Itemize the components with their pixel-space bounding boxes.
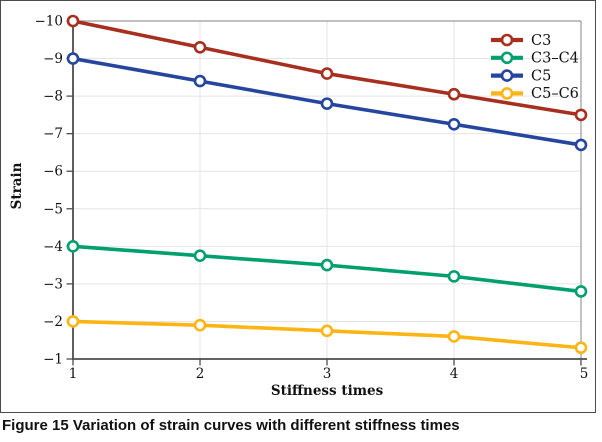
data-point-marker [447, 87, 461, 101]
y-tick-label: −2 [43, 314, 63, 330]
x-tick-label: 4 [450, 366, 459, 382]
y-tick-label: −4 [43, 239, 63, 255]
plot-border [73, 20, 582, 359]
data-point-marker [320, 67, 334, 80]
figure-caption: Figure 15 Variation of strain curves wit… [2, 417, 600, 434]
data-point-marker [320, 97, 334, 110]
y-tick-label: −7 [43, 126, 63, 142]
series-C5–C6 [66, 315, 588, 355]
y-tick-label: −9 [43, 51, 63, 67]
legend-marker-icon [500, 51, 514, 65]
y-tick-label: −5 [43, 201, 63, 217]
y-tick-label: −8 [43, 89, 63, 105]
data-point-marker [193, 249, 207, 263]
series-C5 [66, 52, 588, 152]
legend-item-C5: C5 [491, 68, 551, 84]
figure-caption-text: Variation of strain curves with differen… [72, 417, 460, 434]
tick-labels: −10 −9 −8 −7 −6 −5 −4 −3 −2 −1 1 2 3 4 5 [35, 14, 589, 383]
legend-label: C3 [531, 33, 551, 49]
strain-line-chart: −10 −9 −8 −7 −6 −5 −4 −3 −2 −1 1 2 3 4 5 Stiffness time… [9, 14, 589, 400]
x-tick-label: 2 [196, 366, 205, 382]
y-tick-label: −1 [43, 352, 63, 368]
x-tick-label: 1 [69, 366, 78, 382]
axes [72, 21, 587, 360]
legend-label: C5–C6 [531, 86, 579, 102]
data-point-marker [320, 324, 334, 338]
legend-item-C3–C4: C3–C4 [491, 51, 579, 67]
x-tick-label: 5 [580, 366, 589, 382]
data-point-marker [66, 315, 80, 328]
y-tick-label: −10 [35, 14, 64, 30]
data-point-marker [193, 40, 207, 54]
data-point-marker [66, 14, 80, 28]
data-point-marker [447, 270, 461, 283]
legend-item-C3: C3 [491, 33, 551, 49]
data-point-marker [193, 74, 207, 88]
legend-item-C5–C6: C5–C6 [491, 86, 579, 102]
legend-marker-icon [500, 33, 514, 47]
legend-label: C5 [531, 68, 551, 84]
data-point-marker [574, 341, 588, 355]
y-tick-label: −6 [43, 164, 63, 180]
data-point-marker [66, 52, 80, 65]
data-point-marker [447, 117, 461, 131]
figure-caption-label: Figure 15 [2, 417, 69, 434]
y-tick-label: −3 [43, 276, 63, 292]
gridlines [73, 21, 581, 359]
data-point-marker [193, 318, 207, 332]
data-point-marker [66, 240, 80, 253]
series-C3–C4 [66, 240, 588, 298]
data-point-marker [447, 330, 461, 343]
series-C3 [66, 14, 588, 122]
x-axis-title: Stiffness times [271, 383, 384, 399]
legend-label: C3–C4 [531, 51, 579, 67]
data-point-marker [574, 138, 588, 152]
data-point-marker [574, 285, 588, 298]
data-point-marker [574, 108, 588, 122]
chart-figure-frame: −10 −9 −8 −7 −6 −5 −4 −3 −2 −1 1 2 3 4 5 Stiffness time… [0, 0, 596, 413]
data-point-marker [320, 258, 334, 272]
x-tick-label: 3 [323, 366, 332, 382]
legend-marker-icon [500, 87, 514, 100]
y-axis-title: Strain [9, 162, 25, 209]
legend-marker-icon [500, 69, 514, 82]
